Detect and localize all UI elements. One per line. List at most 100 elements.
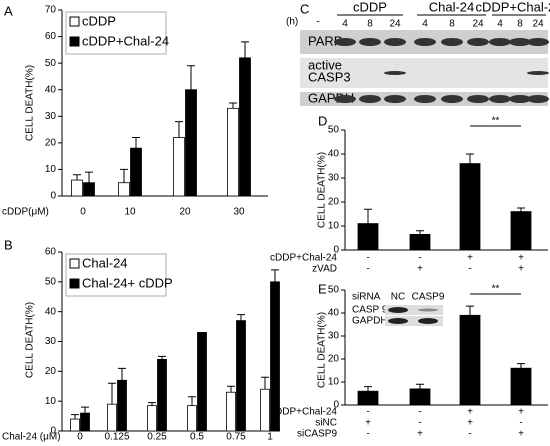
band — [418, 308, 438, 312]
error-bar — [271, 269, 279, 282]
y-tick-label: 20 — [45, 366, 57, 377]
panel-label: A — [4, 3, 13, 18]
error-bar — [188, 396, 196, 406]
condition-sign: - — [468, 264, 471, 275]
y-tick-label: 20 — [328, 197, 340, 208]
error-bar — [416, 230, 424, 235]
band — [414, 95, 436, 103]
bar — [409, 233, 431, 251]
row-label: CASP3 — [308, 69, 351, 84]
condition-sign: - — [366, 407, 369, 418]
y-tick-label: 30 — [45, 336, 57, 347]
error-bar — [229, 102, 237, 109]
condition-sign: - — [418, 253, 421, 264]
error-bar — [227, 385, 235, 393]
significance-label: ** — [492, 284, 500, 295]
condition-sign: - — [366, 253, 369, 264]
bar — [71, 179, 83, 197]
error-bar — [81, 406, 89, 414]
bar — [197, 332, 207, 432]
inset-lane: NC — [391, 292, 405, 303]
y-tick-label: 30 — [328, 173, 340, 184]
legend-swatch — [69, 36, 80, 47]
x-tick-label: 0.125 — [104, 432, 129, 443]
band — [359, 95, 381, 103]
y-axis-label: CELL DEATH(%) — [25, 65, 36, 141]
bar — [459, 314, 481, 406]
panel-label: B — [4, 237, 13, 252]
condition-sign: + — [518, 407, 524, 418]
bar — [157, 358, 167, 432]
y-tick-label: 0 — [50, 426, 56, 437]
legend-swatch — [69, 278, 80, 289]
bar — [260, 388, 270, 432]
band — [441, 95, 463, 103]
x-tick-label: 0 — [80, 207, 86, 218]
y-tick-label: 50 — [45, 276, 57, 287]
band — [388, 318, 408, 324]
bar — [80, 412, 90, 432]
band — [527, 38, 549, 46]
condition-sign: + — [365, 418, 371, 429]
error-bar — [364, 386, 372, 392]
bar — [130, 147, 142, 197]
band — [414, 38, 436, 46]
y-tick-label: 0 — [50, 191, 56, 202]
error-bar — [85, 171, 93, 183]
condition-sign: - — [366, 429, 369, 440]
x-tick-label: 1 — [267, 432, 273, 443]
band — [334, 95, 356, 103]
x-tick-label: 30 — [233, 207, 245, 218]
y-tick-label: 30 — [45, 111, 57, 122]
y-tick-label: 60 — [45, 31, 57, 42]
y-tick-label: 0 — [333, 400, 339, 411]
error-bar — [148, 402, 156, 406]
x-tick-label: 0.75 — [226, 432, 246, 443]
bar — [236, 320, 246, 432]
lane-label: 8 — [367, 19, 373, 30]
condition-sign: - — [418, 407, 421, 418]
bar — [239, 57, 251, 197]
band — [334, 38, 356, 46]
inset-header: siRNA — [352, 292, 381, 303]
bar — [83, 182, 95, 197]
y-tick-label: 40 — [45, 84, 57, 95]
panel-label: C — [300, 1, 309, 16]
y-tick-label: 70 — [45, 5, 57, 16]
band — [527, 71, 549, 75]
group-label: cDDP+Chal-24 — [475, 0, 550, 14]
condition-sign: + — [518, 264, 524, 275]
inset-row: CASP 9 — [352, 305, 388, 316]
time-label: (h) — [286, 17, 298, 28]
x-tick-label: 10 — [124, 207, 136, 218]
y-axis-label: CELL DEATH(%) — [317, 312, 328, 388]
lane-label: 4 — [497, 19, 503, 30]
condition-sign: + — [417, 429, 423, 440]
y-tick-label: 10 — [328, 377, 340, 388]
error-bar — [187, 65, 195, 90]
error-bar — [120, 168, 128, 183]
y-axis-label: CELL DEATH(%) — [25, 302, 36, 378]
condition-sign: + — [518, 253, 524, 264]
band — [359, 38, 381, 46]
bar — [147, 405, 157, 432]
y-tick-label: 0 — [333, 245, 339, 256]
error-bar — [466, 153, 474, 164]
error-bar — [241, 41, 249, 58]
y-tick-label: 30 — [328, 331, 340, 342]
error-bar — [158, 355, 166, 360]
inset-strip — [385, 316, 443, 326]
error-bar — [364, 208, 372, 224]
row-label: active — [308, 57, 342, 72]
band — [509, 95, 531, 103]
y-tick-label: 20 — [328, 354, 340, 365]
bar — [70, 418, 80, 432]
legend-label: cDDP — [82, 13, 116, 28]
lane-label: 8 — [449, 19, 455, 30]
group-label: cDDP — [353, 0, 387, 14]
lane-label: 24 — [389, 19, 401, 30]
band — [384, 95, 406, 103]
bar — [357, 390, 379, 406]
y-tick-label: 60 — [45, 247, 57, 258]
